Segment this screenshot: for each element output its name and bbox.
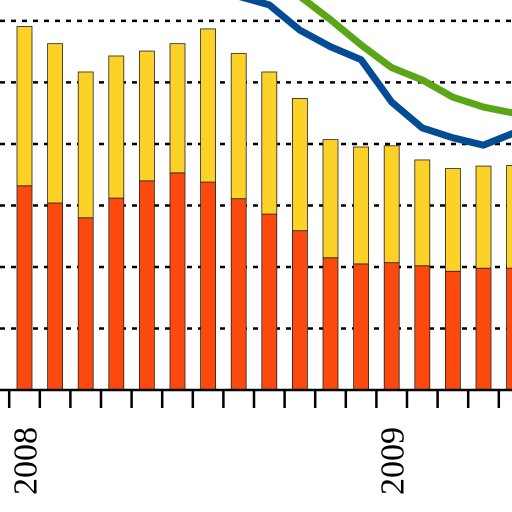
x-tick-label: 2009 [375, 427, 412, 495]
bar-segment [444, 270, 461, 391]
bar-segment [506, 165, 512, 269]
bar-segment [444, 168, 461, 272]
bar-segment [414, 159, 431, 267]
bar-segment [47, 43, 63, 204]
line-series [298, 0, 512, 117]
bar-segment [16, 26, 33, 187]
bar-segment [261, 213, 278, 391]
bar-segment [108, 55, 125, 199]
bar-segment [169, 172, 186, 391]
bar-segment [383, 145, 400, 264]
bar-segment [291, 98, 308, 232]
bar-segment [230, 198, 247, 391]
bar-segment [77, 217, 94, 391]
bar-segment [261, 71, 278, 215]
bar-segment [414, 265, 431, 391]
bar-segment [475, 165, 492, 269]
bar-segment [200, 181, 217, 391]
bars [16, 26, 512, 391]
bar-segment [322, 139, 339, 259]
bar-segment [16, 185, 33, 391]
bar-segment [138, 180, 155, 391]
bar-segment [383, 262, 400, 391]
bar-segment [506, 267, 512, 391]
lines [238, 0, 512, 149]
bar-segment [353, 263, 370, 391]
bar-segment [47, 202, 63, 391]
bar-segment [108, 197, 125, 391]
x-tick-label: 2008 [8, 427, 45, 495]
bar-segment [475, 267, 492, 391]
grid [0, 19, 512, 330]
line-series [238, 0, 512, 149]
bar-segment [169, 43, 186, 174]
bar-segment [138, 50, 155, 182]
bar-segment [291, 230, 308, 391]
bar-segment [77, 71, 94, 219]
bar-segment [230, 53, 247, 200]
bar-segment [353, 146, 370, 265]
bar-segment [200, 28, 217, 183]
bar-segment [322, 257, 339, 391]
x-axis-ticks: 2008 2009 [8, 390, 501, 495]
